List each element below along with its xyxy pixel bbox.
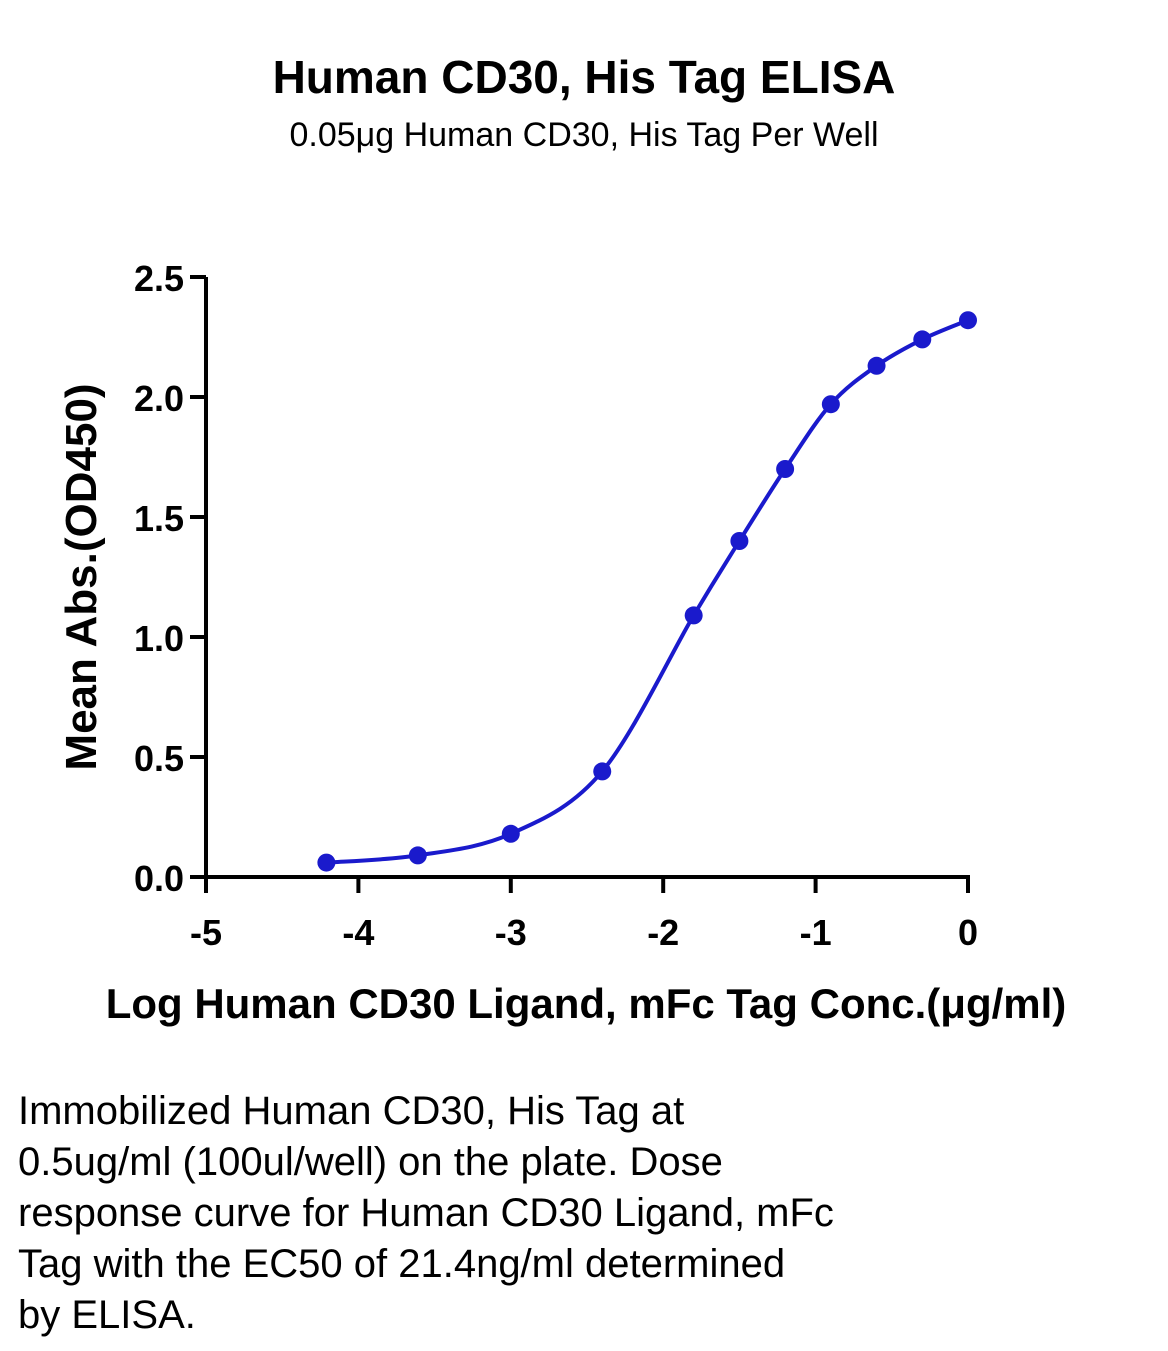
- data-point: [501, 824, 520, 843]
- y-axis-label: Mean Abs.(OD450): [57, 383, 106, 770]
- data-point: [684, 606, 703, 625]
- data-point: [913, 330, 932, 349]
- caption: Immobilized Human CD30, His Tag at 0.5ug…: [18, 1086, 978, 1341]
- caption-line: Tag with the EC50 of 21.4ng/ml determine…: [18, 1242, 786, 1286]
- y-tick-label: 1.5: [134, 498, 184, 539]
- caption-line: by ELISA.: [18, 1293, 196, 1337]
- chart-title: Human CD30, His Tag ELISA: [272, 51, 896, 103]
- elisa-chart: 0.0 0.5 1.0 1.5 2.0 2.5 -5 -4 -3 -2 -1 0 Mean Abs.(…: [57, 258, 1067, 1027]
- caption-line: response curve for Human CD30 Ligand, mF…: [18, 1191, 834, 1235]
- caption-line: Immobilized Human CD30, His Tag at: [18, 1089, 685, 1133]
- data-point: [959, 311, 977, 330]
- data-point: [867, 356, 886, 375]
- x-tick-label: -5: [190, 912, 222, 953]
- data-point: [317, 853, 336, 872]
- caption-line: 0.5ug/ml (100ul/well) on the plate. Dose: [18, 1140, 723, 1184]
- data-points: [317, 311, 977, 872]
- x-tick-label: -3: [495, 912, 527, 953]
- y-tick-label: 1.0: [134, 618, 184, 659]
- x-tick-label: -1: [800, 912, 832, 953]
- data-point: [408, 846, 427, 865]
- chart-subtitle: 0.05μg Human CD30, His Tag Per Well: [289, 116, 879, 154]
- x-tick-label: -4: [342, 912, 374, 953]
- x-tick-label: -2: [647, 912, 679, 953]
- y-tick-label: 2.0: [134, 378, 184, 419]
- data-point: [730, 532, 749, 550]
- x-axis-label: Log Human CD30 Ligand, mFc Tag Conc.(μg/…: [106, 980, 1067, 1027]
- data-point: [593, 762, 612, 781]
- y-tick-label: 2.5: [134, 258, 184, 299]
- fit-curve: [326, 318, 969, 865]
- y-tick-label: 0.5: [134, 738, 184, 779]
- y-tick-label: 0.0: [134, 858, 184, 899]
- data-point: [821, 395, 840, 414]
- axes: 0.0 0.5 1.0 1.5 2.0 2.5 -5 -4 -3 -2 -1 0: [134, 258, 978, 953]
- x-tick-label: 0: [958, 912, 978, 953]
- data-point: [776, 460, 795, 478]
